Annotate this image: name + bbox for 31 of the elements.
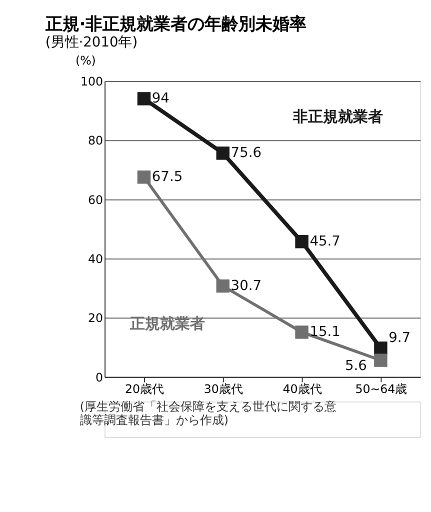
chart-subtitle: (男性·2010年)	[45, 34, 138, 50]
x-tick-label: 20歳代	[124, 382, 164, 396]
data-label: 94	[152, 90, 170, 107]
point	[137, 92, 151, 106]
data-label: 9.7	[388, 330, 411, 346]
data-label: 67.5	[152, 169, 183, 186]
y-tick-label: 0	[96, 370, 104, 384]
data-label: 30.7	[230, 278, 262, 294]
text: (厚生労働省「社会保障を支える世代に関する意識等調査報告書」から作成)	[80, 399, 337, 428]
y-tick-label: 40	[88, 252, 104, 266]
y-tick-label: 80	[88, 134, 104, 148]
text: 非正規就業者	[292, 108, 384, 126]
data-label: 15.1	[310, 324, 340, 340]
series-label: 正規就業者	[129, 316, 206, 333]
y-tick-label: 20	[88, 311, 104, 326]
point	[137, 170, 151, 184]
y-axis-title: (%)	[75, 54, 96, 68]
x-tick-label: 50~64歳	[355, 382, 408, 396]
data-label: 45.7	[310, 234, 340, 250]
point	[295, 326, 308, 339]
point	[374, 354, 388, 367]
point	[295, 235, 308, 248]
y-tick-label: 100	[80, 74, 104, 88]
chart-title: 正規·非正規就業者の年齢別未婚率	[44, 14, 307, 34]
x-tick-label: 40歳代	[282, 382, 322, 396]
point	[216, 279, 230, 293]
x-tick-label: 30歳代	[204, 382, 243, 396]
data-label: 5.6	[344, 358, 367, 374]
y-tick-label: 60	[88, 192, 104, 207]
data-label: 75.6	[230, 145, 262, 162]
point	[216, 146, 230, 160]
